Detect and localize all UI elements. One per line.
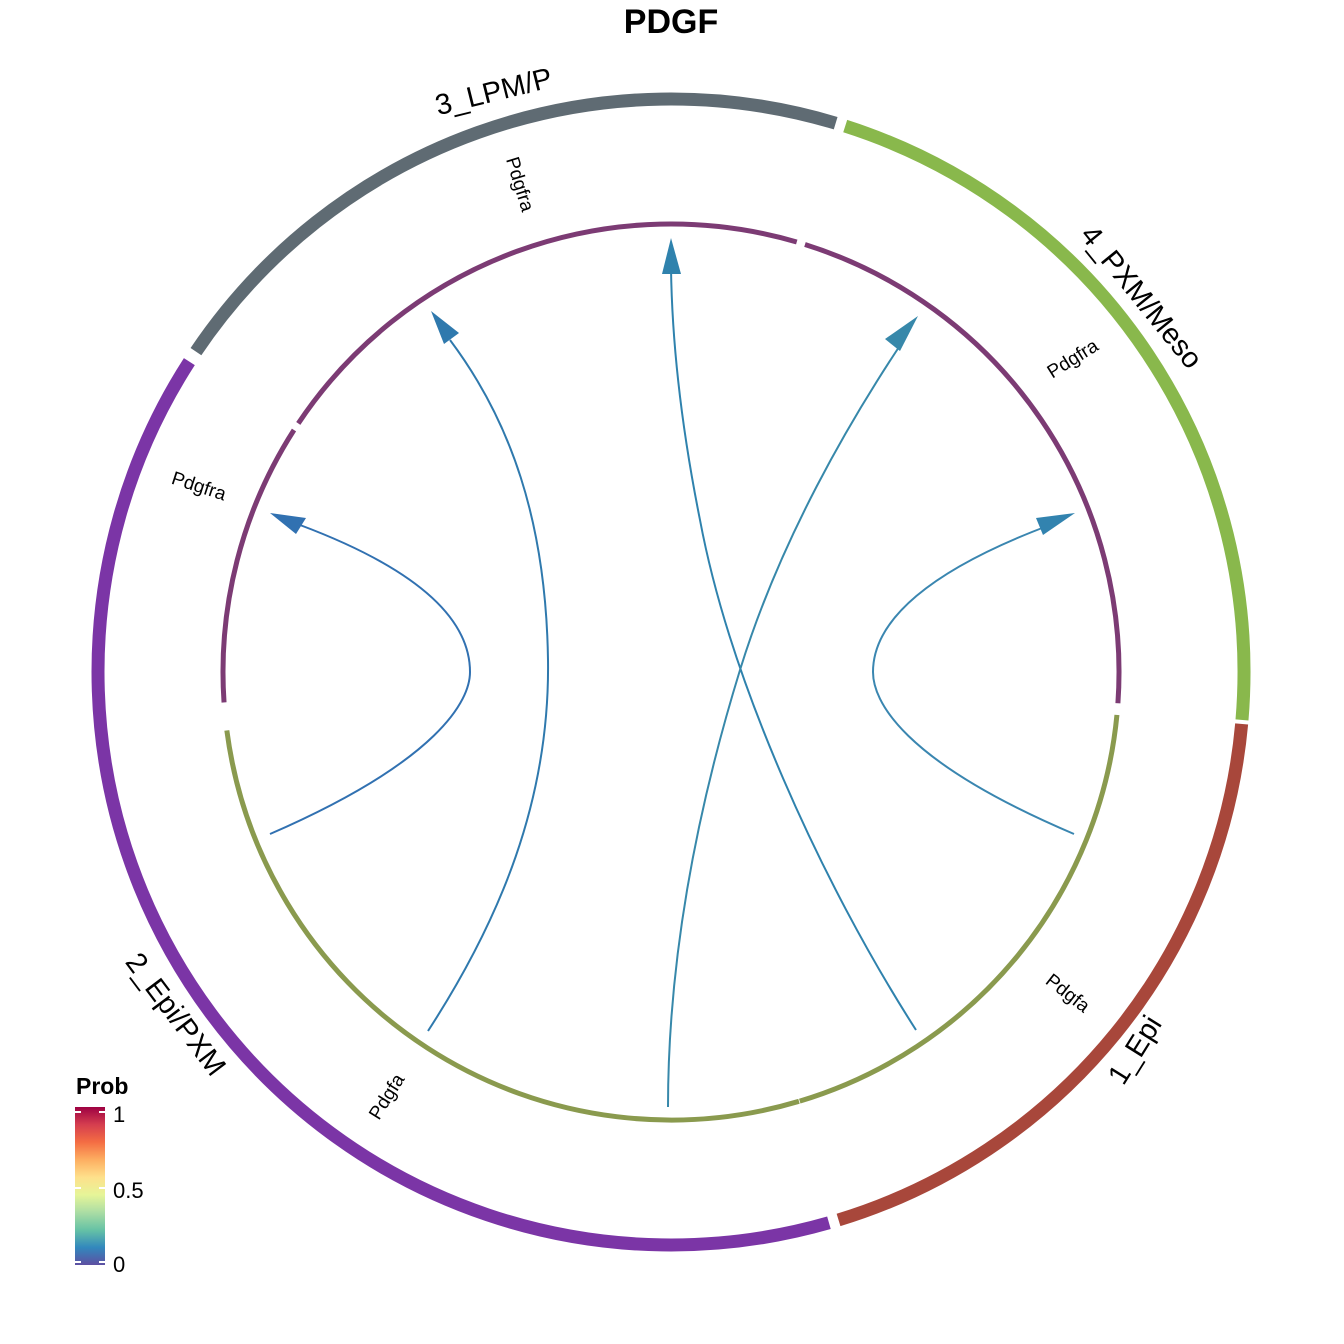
inner-track <box>220 221 1122 1123</box>
arrowhead-pxmmeso-receptor-lower <box>1036 513 1075 535</box>
chart-title: PDGF <box>624 3 718 41</box>
legend-tick-label-1: 1 <box>113 1102 125 1127</box>
gene-label-pdgfa-epi: Pdgfa <box>1041 970 1093 1017</box>
sector-arc-pxm-meso <box>843 119 1251 721</box>
gene-label-pdgfra-epi-pxm: Pdgfra <box>169 468 229 505</box>
sector-labels: 3_LPM/P 4_PXM/Meso 1_Epi 2_Epi/PXM <box>119 62 1208 1090</box>
legend-colorbar <box>75 1107 105 1265</box>
link-epi-to-pxmmeso-loop <box>871 524 1075 835</box>
legend-title: Prob <box>76 1073 128 1099</box>
legend-tick-label-0: 0 <box>113 1252 125 1277</box>
arrowheads <box>270 238 1075 535</box>
gene-labels: Pdgfra Pdgfra Pdgfra Pdgfa Pdgfa <box>169 155 1103 1124</box>
receptor-arc-pxm-meso <box>804 242 1122 704</box>
gene-label-pdgfra-pxm-meso: Pdgfra <box>1044 335 1103 383</box>
arrowhead-lpm-receptor-center <box>662 238 681 274</box>
link-epipxm-to-epipxm <box>269 524 472 835</box>
receptor-arc-lpm <box>296 221 798 425</box>
arrowhead-pxmmeso-receptor-upper <box>885 316 918 351</box>
link-epi-to-lpm <box>670 267 917 1031</box>
sector-arc-lpm <box>190 92 838 356</box>
legend: Prob 1 0.5 0 <box>75 1073 144 1277</box>
ligand-arc-epi <box>799 714 1120 1104</box>
arrowhead-lpm-receptor-left <box>431 311 459 344</box>
link-epi-to-pxmmeso-cross <box>667 337 906 1108</box>
ligand-arc-epi-pxm <box>224 730 800 1123</box>
legend-tick-label-0.5: 0.5 <box>113 1178 144 1203</box>
arrowhead-epipxm-receptor <box>270 513 306 534</box>
receptor-arc-epi-pxm <box>220 428 297 703</box>
link-epipxm-to-lpm <box>427 339 550 1032</box>
gene-label-pdgfra-lpm: Pdgfra <box>501 155 538 215</box>
gene-label-pdgfa-epi-pxm: Pdgfa <box>365 1070 409 1124</box>
sector-arc-epi-pxm <box>91 358 831 1252</box>
sector-arc-epi <box>836 723 1249 1227</box>
links <box>269 267 1075 1108</box>
sector-label-epi: 1_Epi <box>1102 1010 1168 1090</box>
outer-sectors <box>91 92 1251 1252</box>
